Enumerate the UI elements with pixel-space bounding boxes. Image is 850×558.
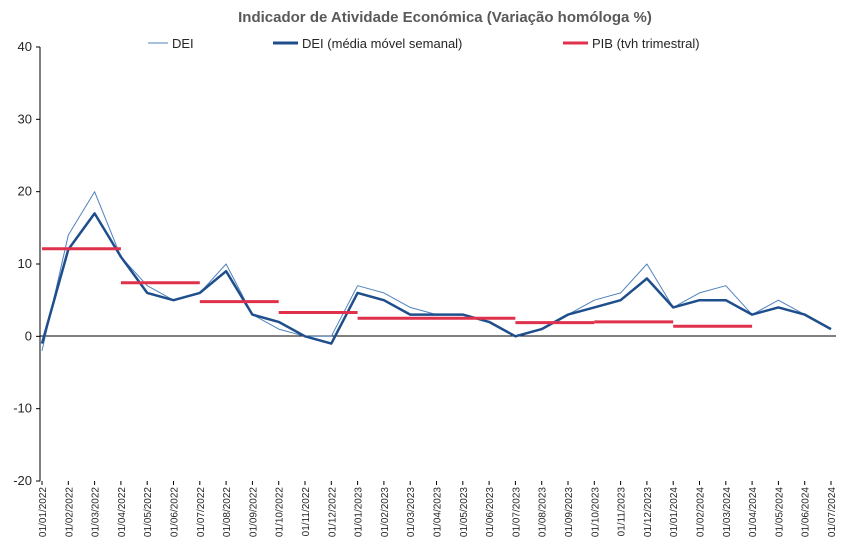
series-line-dei-mm [40, 212, 832, 345]
x-tick-label: 01/03/2022 [91, 487, 102, 537]
y-tick-label: 0 [25, 328, 32, 343]
y-tick-label: 20 [18, 184, 32, 199]
x-tick-label: 01/05/2023 [459, 487, 470, 537]
x-tick-label: 01/08/2022 [222, 487, 233, 537]
y-tick-label: -10 [13, 401, 32, 416]
chart-title: Indicador de Atividade Económica (Variaç… [238, 9, 652, 26]
x-tick-label: 01/02/2023 [380, 487, 391, 537]
axes [39, 47, 836, 481]
x-tick-label: 01/03/2024 [722, 487, 733, 537]
x-tick-label: 01/02/2024 [696, 487, 707, 537]
x-tick-label: 01/04/2024 [748, 487, 759, 537]
x-tick-label: 01/10/2023 [590, 487, 601, 537]
series-layer [40, 191, 832, 351]
x-ticks: 01/01/2022 01/02/2022 01/03/2022 01/04/2022… [38, 481, 838, 537]
x-tick-label: 01/09/2022 [248, 487, 259, 537]
x-tick-label: 01/06/2023 [485, 487, 496, 537]
legend-label-pib: PIB (tvh trimestral) [592, 36, 700, 51]
x-tick-label: 01/01/2024 [669, 487, 680, 537]
y-ticks: -20 -10 0 10 20 30 40 [13, 39, 40, 488]
x-tick-label: 01/06/2022 [170, 487, 181, 537]
legend-label-dei-mm: DEI (média móvel semanal) [302, 36, 462, 51]
x-tick-label: 01/07/2023 [511, 487, 522, 537]
x-tick-label: 01/06/2024 [801, 487, 812, 537]
x-tick-label: 01/10/2022 [275, 487, 286, 537]
x-tick-label: 01/12/2023 [643, 487, 654, 537]
x-tick-label: 01/08/2023 [538, 487, 549, 537]
x-tick-label: 01/12/2022 [327, 487, 338, 537]
x-tick-label: 01/01/2022 [38, 487, 49, 537]
legend: DEI DEI (média móvel semanal) PIB (tvh t… [148, 36, 700, 51]
x-tick-label: 01/05/2024 [774, 487, 785, 537]
x-tick-label: 01/04/2023 [433, 487, 444, 537]
y-tick-label: -20 [13, 473, 32, 488]
x-tick-label: 01/11/2023 [617, 487, 628, 537]
x-tick-label: 01/01/2023 [354, 487, 365, 537]
x-tick-label: 01/04/2022 [117, 487, 128, 537]
y-tick-label: 10 [18, 256, 32, 271]
x-tick-label: 01/05/2022 [143, 487, 154, 537]
x-tick-label: 01/09/2023 [564, 487, 575, 537]
x-tick-label: 01/07/2024 [827, 487, 838, 537]
x-tick-label: 01/11/2022 [301, 487, 312, 537]
x-tick-label: 01/07/2022 [196, 487, 207, 537]
y-tick-label: 40 [18, 39, 32, 54]
x-tick-label: 01/03/2023 [406, 487, 417, 537]
x-tick-label: 01/02/2022 [64, 487, 75, 537]
y-tick-label: 30 [18, 111, 32, 126]
legend-label-dei: DEI [172, 36, 194, 51]
